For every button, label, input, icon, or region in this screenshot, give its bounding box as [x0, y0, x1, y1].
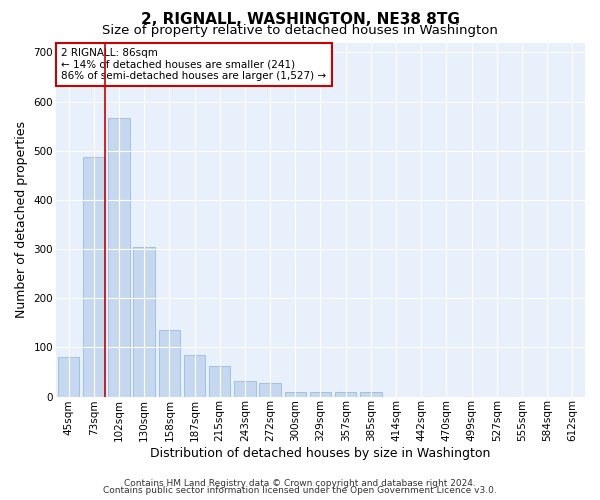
Bar	[184, 354, 205, 397]
Bar	[58, 357, 79, 397]
Bar	[158, 330, 180, 396]
Text: Size of property relative to detached houses in Washington: Size of property relative to detached ho…	[102, 24, 498, 37]
Bar	[209, 366, 230, 396]
Text: 2 RIGNALL: 86sqm
← 14% of detached houses are smaller (241)
86% of semi-detached: 2 RIGNALL: 86sqm ← 14% of detached house…	[61, 48, 326, 81]
Y-axis label: Number of detached properties: Number of detached properties	[15, 121, 28, 318]
Text: 2, RIGNALL, WASHINGTON, NE38 8TG: 2, RIGNALL, WASHINGTON, NE38 8TG	[140, 12, 460, 28]
Bar	[259, 384, 281, 396]
Bar	[360, 392, 382, 396]
Bar	[310, 392, 331, 396]
Bar	[284, 392, 306, 396]
Bar	[234, 381, 256, 396]
Bar	[83, 157, 104, 396]
X-axis label: Distribution of detached houses by size in Washington: Distribution of detached houses by size …	[150, 447, 491, 460]
Text: Contains public sector information licensed under the Open Government Licence v3: Contains public sector information licen…	[103, 486, 497, 495]
Bar	[335, 392, 356, 396]
Text: Contains HM Land Registry data © Crown copyright and database right 2024.: Contains HM Land Registry data © Crown c…	[124, 478, 476, 488]
Bar	[133, 246, 155, 396]
Bar	[108, 118, 130, 396]
